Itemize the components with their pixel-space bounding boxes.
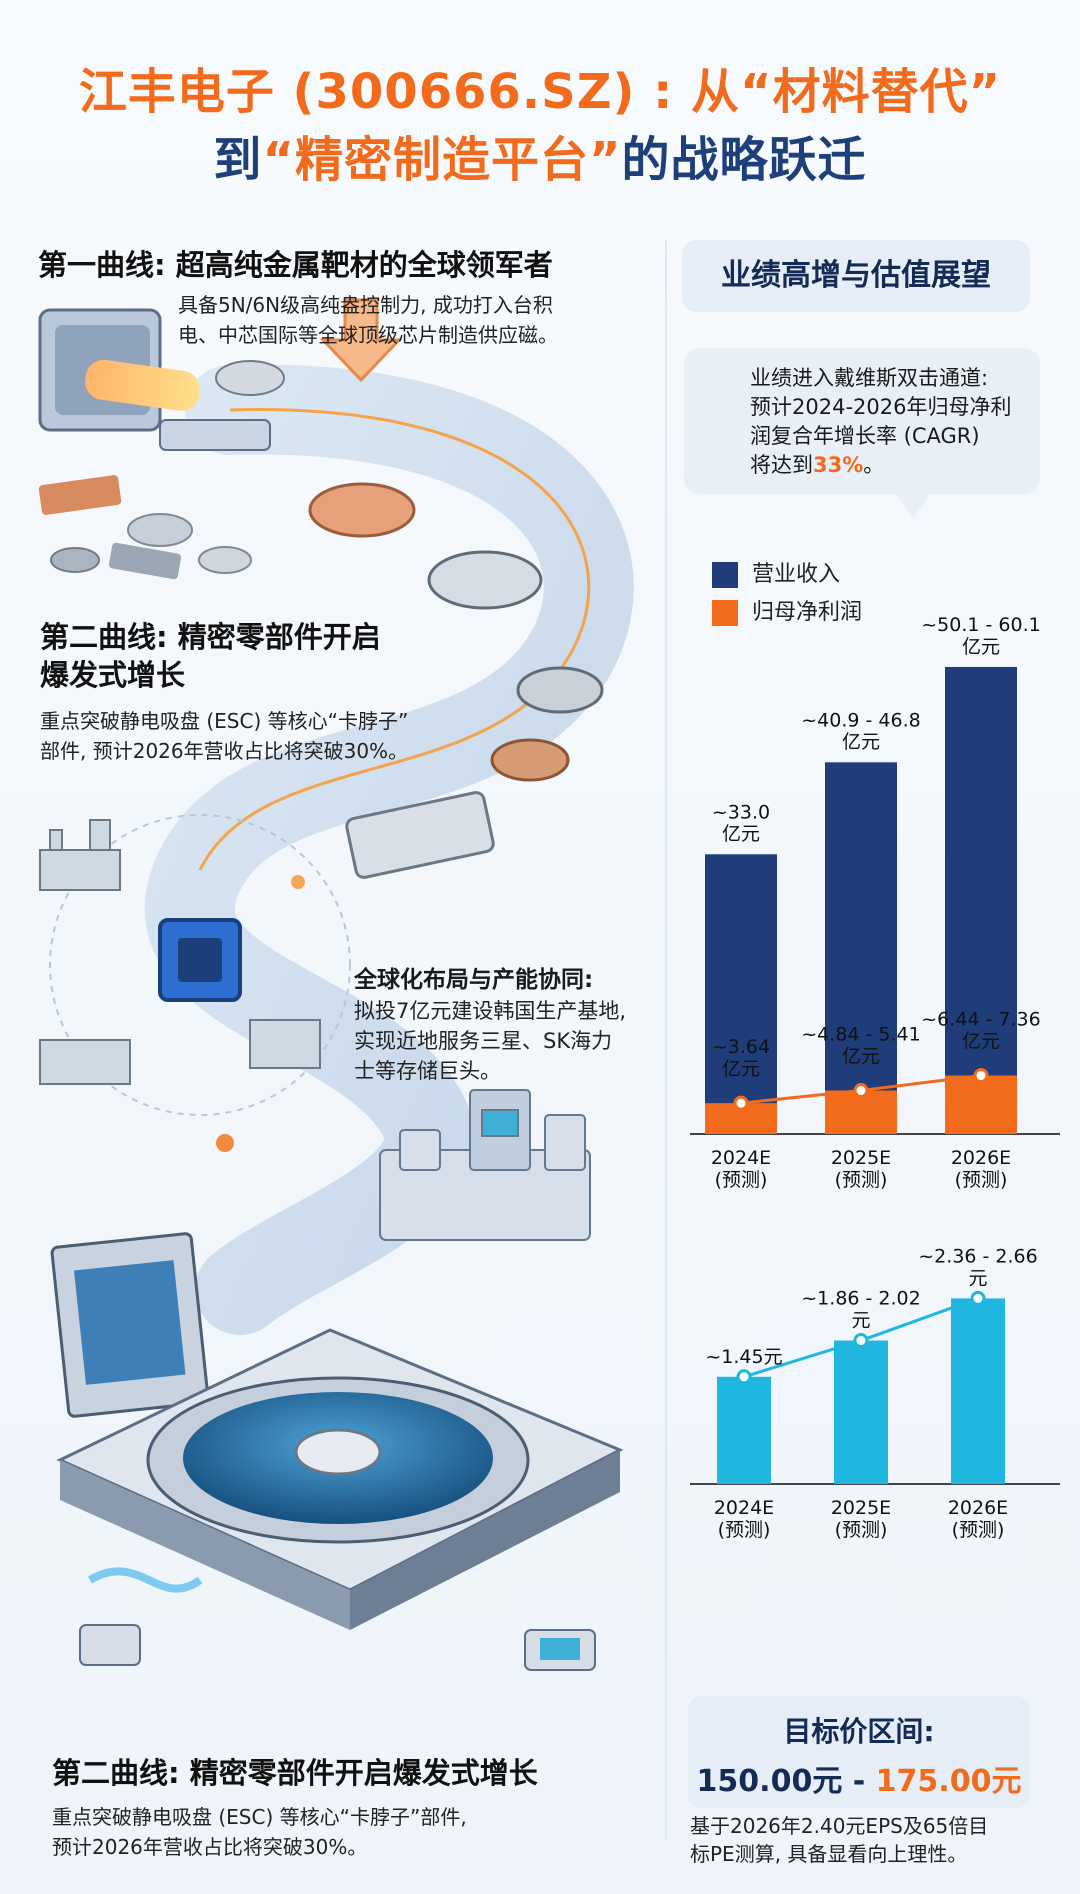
profit-point bbox=[733, 1095, 749, 1111]
eps-data-label: ~1.45元 bbox=[705, 1346, 782, 1368]
section4-body: 重点突破静电吸盘 (ESC) 等核心“卡脖子”部件, 预计2026年营收占比将突… bbox=[52, 1802, 467, 1862]
cagr-value: 33% bbox=[813, 453, 864, 477]
eps-point bbox=[970, 1290, 986, 1306]
revenue-bar bbox=[945, 666, 1017, 1134]
eps-data-label: ~2.36 - 2.66 元 bbox=[918, 1245, 1037, 1289]
x-tick-label: 2024E (预测) bbox=[711, 1147, 771, 1191]
target-price-sep: - bbox=[842, 1764, 876, 1799]
target-price-high: 175.00元 bbox=[875, 1764, 1022, 1799]
legend-item-revenue: 营业收入 bbox=[712, 556, 840, 588]
callout-suffix: 。 bbox=[863, 453, 885, 477]
legend-label-profit: 归母净利润 bbox=[752, 600, 863, 625]
section4-heading: 第二曲线: 精密零部件开启爆发式增长 bbox=[52, 1756, 538, 1790]
section2-body: 重点突破静电吸盘 (ESC) 等核心“卡脖子” 部件, 预计2026年营收占比将… bbox=[40, 706, 408, 766]
production-line-icon bbox=[379, 1089, 591, 1241]
section3-body-line1: 拟投7亿元建设韩国生产基地, bbox=[354, 999, 627, 1023]
chip-icon bbox=[158, 918, 242, 1002]
profit-data-label: ~3.64 亿元 bbox=[712, 1036, 770, 1080]
section1-body-line1: 具备5N/6N级高纯盎控制力, 成功打入台积 bbox=[178, 293, 553, 317]
profit-point bbox=[973, 1068, 989, 1084]
target-price-note: 基于2026年2.40元EPS及65倍目 标PE测算, 具备显看向上理性。 bbox=[690, 1812, 1040, 1868]
revenue-bar bbox=[825, 762, 897, 1134]
callout-line4: 将达到33%。 bbox=[750, 451, 1030, 480]
revenue-data-label: ~40.9 - 46.8 亿元 bbox=[801, 709, 920, 753]
x-tick-label: 2026E (预测) bbox=[951, 1147, 1011, 1191]
section2-heading: 第二曲线: 精密零部件开启 爆发式增长 bbox=[40, 618, 381, 694]
eps-bar bbox=[951, 1298, 1005, 1484]
cagr-callout: 业绩进入戴维斯双击通道: 预计2024-2026年归母净利 润复合年增长率 (C… bbox=[684, 348, 1040, 494]
target-price-range: 150.00元 - 175.00元 bbox=[688, 1756, 1030, 1800]
callout-line2: 预计2024-2026年归母净利 bbox=[750, 395, 1012, 419]
title-quote: “精密制造平台” bbox=[262, 132, 622, 188]
callout-line1: 业绩进入戴维斯双击通道: bbox=[750, 366, 989, 390]
section4-body-line1: 重点突破静电吸盘 (ESC) 等核心“卡脖子”部件, bbox=[52, 1805, 467, 1829]
x-tick-label: 2026E (预测) bbox=[948, 1497, 1008, 1541]
profit-point bbox=[853, 1083, 869, 1099]
profit-data-label: ~4.84 - 5.41 亿元 bbox=[801, 1024, 920, 1068]
x-tick-label: 2024E (预测) bbox=[714, 1497, 774, 1541]
furnace-icon bbox=[38, 308, 271, 451]
eps-point bbox=[736, 1369, 752, 1385]
section3-body: 拟投7亿元建设韩国生产基地, 实现近地服务三星、SK海力 士等存储巨头。 bbox=[354, 996, 626, 1086]
section1-body-line2: 电、中芯国际等全球顶级芯片制造供应磁。 bbox=[178, 323, 558, 347]
page-title-line2: 到“精密制造平台”的战略跃迁 bbox=[0, 120, 1080, 190]
note-line1: 基于2026年2.40元EPS及65倍目 bbox=[690, 1814, 989, 1838]
target-price-label: 目标价区间: bbox=[783, 1715, 935, 1748]
eps-data-label: ~1.86 - 2.02 元 bbox=[801, 1288, 920, 1332]
page-title-line1: 江丰电子 (300666.SZ) : 从“材料替代” bbox=[78, 64, 1002, 120]
callout-prefix: 将达到 bbox=[750, 453, 813, 477]
right-panel-title: 业绩高增与估值展望 bbox=[682, 240, 1030, 312]
process-illustration bbox=[38, 298, 634, 1671]
section3-body-line2: 实现近地服务三星、SK海力 bbox=[354, 1029, 613, 1053]
x-tick-label: 2025E (预测) bbox=[831, 1497, 891, 1541]
revenue-data-label: ~50.1 - 60.1 亿元 bbox=[921, 614, 1040, 658]
target-price-low: 150.00元 bbox=[696, 1764, 843, 1799]
title-prefix: 到 bbox=[213, 132, 263, 188]
eps-bar bbox=[834, 1340, 888, 1484]
legend-label-revenue: 营业收入 bbox=[752, 562, 841, 587]
section1-heading: 第一曲线: 超高纯金属靶材的全球领军者 bbox=[38, 248, 553, 282]
legend-swatch-profit bbox=[712, 600, 738, 626]
callout-line3: 润复合年增长率 (CAGR) bbox=[750, 424, 980, 448]
profit-data-label: ~6.44 - 7.36 亿元 bbox=[921, 1009, 1040, 1053]
eps-point bbox=[853, 1333, 869, 1349]
section2-heading-line2: 爆发式增长 bbox=[40, 658, 186, 692]
section2-heading-line1: 第二曲线: 精密零部件开启 bbox=[40, 620, 381, 654]
target-price-box: 目标价区间: 150.00元 - 175.00元 bbox=[688, 1696, 1030, 1808]
eps-chart: 2024E (预测) 2025E (预测) 2026E (预测) ~1.45元 ~1.86 -… bbox=[690, 1245, 1060, 1541]
note-line2: 标PE测算, 具备显看向上理性。 bbox=[690, 1842, 968, 1866]
legend-item-profit: 归母净利润 bbox=[712, 594, 862, 626]
profit-bar bbox=[945, 1075, 1017, 1134]
factory-icon bbox=[39, 819, 321, 1085]
section1-body: 具备5N/6N级高纯盎控制力, 成功打入台积 电、中芯国际等全球顶级芯片制造供应… bbox=[178, 290, 558, 350]
title-suffix: 的战略跃迁 bbox=[621, 132, 867, 188]
column-divider bbox=[665, 240, 667, 1840]
revenue-data-label: ~33.0 亿元 bbox=[712, 801, 770, 845]
revenue-profit-chart: ~33.0 亿元 2024E (预测) ~40.9 - 46.8 亿元 2025E (预测) ~… bbox=[690, 614, 1060, 1191]
x-tick-label: 2025E (预测) bbox=[831, 1147, 891, 1191]
section2-body-line2: 部件, 预计2026年营收占比将突破30%。 bbox=[40, 739, 409, 763]
section3-heading: 全球化布局与产能协同: bbox=[354, 967, 594, 993]
section4-body-line2: 预计2026年营收占比将突破30%。 bbox=[52, 1835, 368, 1859]
arrow-down-icon bbox=[319, 298, 403, 383]
revenue-bar bbox=[705, 854, 777, 1134]
section2-body-line1: 重点突破静电吸盘 (ESC) 等核心“卡脖子” bbox=[40, 709, 409, 733]
callout-tail bbox=[895, 492, 931, 518]
esc-chuck-icon bbox=[50, 1232, 624, 1671]
section3-body-line3: 士等存储巨头。 bbox=[354, 1059, 501, 1083]
legend-swatch-revenue bbox=[712, 562, 738, 588]
eps-bar bbox=[717, 1376, 771, 1484]
